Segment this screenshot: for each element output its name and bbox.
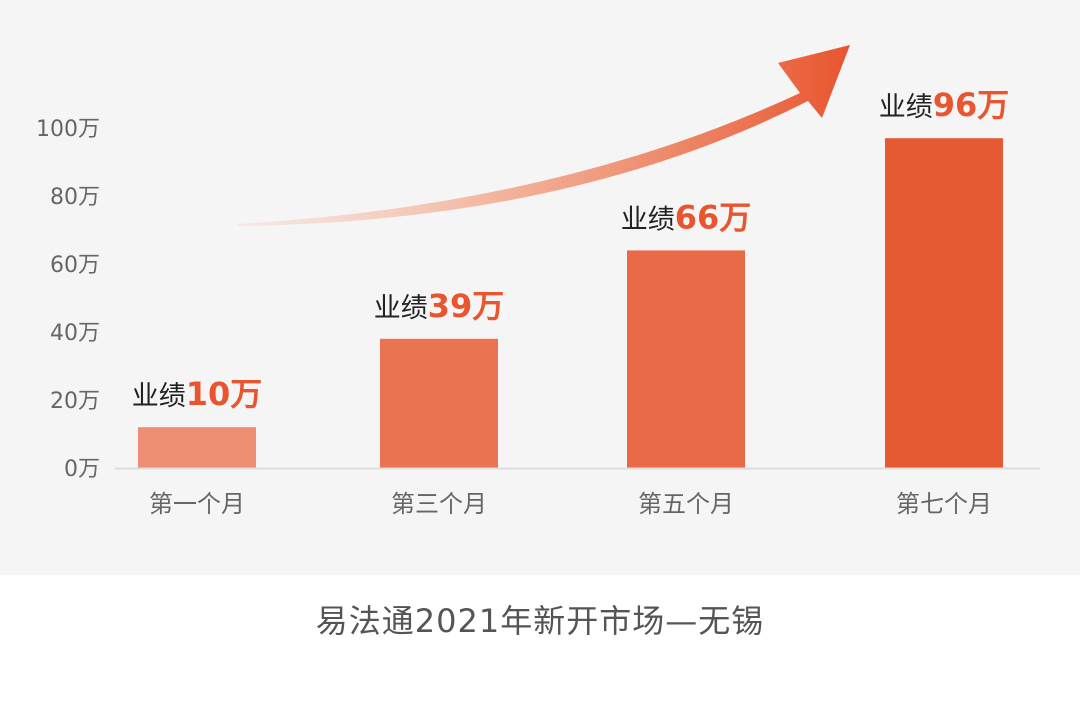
data-label-prefix: 业绩 (879, 92, 933, 123)
data-label-prefix: 业绩 (621, 204, 675, 235)
data-label-value: 96万 (933, 86, 1010, 124)
x-category-label: 第一个月 (149, 490, 245, 518)
trend-arrow-group (238, 45, 850, 226)
chart-panel: 0万 20万 40万 60万 80万 100万 第一个月 第三个月 第五个月 第七个月 业绩10… (36, 45, 1040, 518)
data-label-value: 66万 (675, 198, 752, 236)
y-tick-label: 100万 (36, 117, 100, 142)
data-label-value: 10万 (186, 375, 263, 413)
bars-group (138, 138, 1003, 468)
data-label-prefix: 业绩 (374, 293, 428, 324)
bar-2 (380, 338, 498, 468)
trend-arrow (238, 45, 850, 226)
data-label-2: 业绩39万 (374, 287, 505, 325)
x-category-label: 第五个月 (638, 490, 734, 518)
y-tick-label: 80万 (50, 185, 100, 210)
y-tick-label: 40万 (50, 321, 100, 346)
y-tick-label: 0万 (64, 457, 100, 482)
x-category-label: 第三个月 (391, 490, 487, 518)
chart-caption: 易法通2021年新开市场—无锡 (315, 602, 765, 640)
data-label-prefix: 业绩 (132, 381, 186, 412)
bar-1 (138, 427, 256, 468)
x-axis: 第一个月 第三个月 第五个月 第七个月 (149, 490, 992, 518)
data-label-4: 业绩96万 (879, 86, 1010, 124)
y-tick-label: 60万 (50, 253, 100, 278)
data-label-1: 业绩10万 (132, 375, 263, 413)
bar-3 (627, 250, 745, 468)
data-label-3: 业绩66万 (621, 198, 752, 236)
x-category-label: 第七个月 (896, 490, 992, 518)
y-axis: 0万 20万 40万 60万 80万 100万 (36, 117, 1040, 482)
y-tick-label: 20万 (50, 389, 100, 414)
data-label-value: 39万 (428, 287, 505, 325)
bar-4 (885, 138, 1003, 468)
